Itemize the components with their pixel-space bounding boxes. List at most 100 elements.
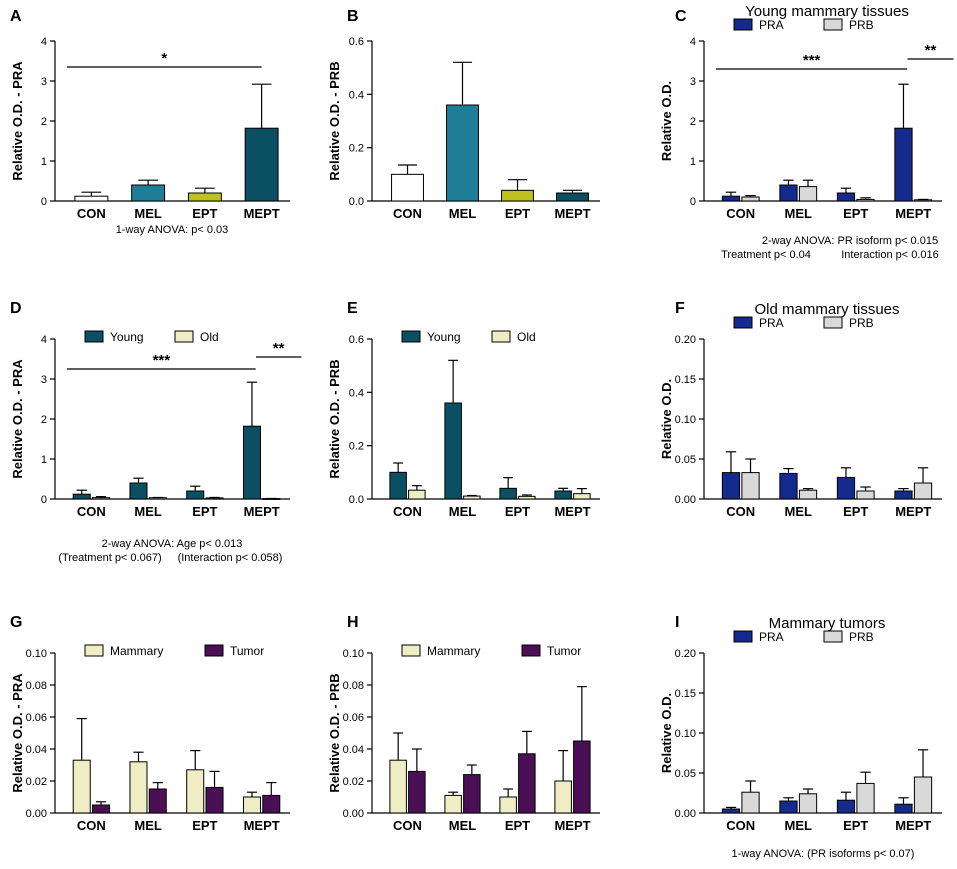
- bar: [463, 774, 481, 814]
- y-tick-label: 3: [41, 374, 47, 386]
- legend-swatch: [204, 644, 224, 657]
- y-tick-label: 4: [41, 334, 47, 346]
- y-tick-label: 0.0: [349, 196, 364, 208]
- y-tick-label: 0.08: [26, 680, 47, 692]
- legend-swatch: [401, 330, 421, 343]
- chart-panel-c: C Young mammary tissues Relative O.D. 0 1 2 3 4…: [659, 3, 954, 261]
- y-tick-label: 0.20: [675, 648, 696, 660]
- bar: [836, 799, 856, 814]
- x-category-label: EPT: [505, 504, 530, 519]
- x-category-label: EPT: [192, 206, 217, 221]
- y-tick-label: 0.00: [26, 808, 47, 820]
- bar: [242, 796, 261, 814]
- bar: [408, 770, 426, 814]
- y-tick-label: 0.10: [26, 648, 47, 660]
- bar: [446, 104, 479, 202]
- legend-swatch: [733, 18, 753, 31]
- bar: [92, 497, 111, 500]
- legend-swatch: [84, 644, 104, 657]
- bar: [913, 199, 933, 202]
- bar: [499, 487, 517, 500]
- bar: [74, 195, 109, 202]
- legend-label: PRB: [849, 630, 874, 644]
- bar: [389, 759, 407, 814]
- y-tick-label: 0.00: [343, 808, 364, 820]
- y-tick-label: 3: [41, 76, 47, 88]
- chart-panel-a: A Relative O.D. - PRA 0 1 2 3 4 CON MEL EPT MEPT * 1…: [10, 8, 290, 236]
- legend-label: Mammary: [110, 644, 163, 658]
- x-category-label: MEPT: [554, 206, 590, 221]
- significance-marker: ***: [153, 352, 171, 369]
- y-tick-label: 0.4: [349, 89, 364, 101]
- x-category-label: MEL: [134, 818, 162, 833]
- bar: [518, 753, 536, 814]
- y-tick-label: 2: [41, 414, 47, 426]
- legend-label: Mammary: [427, 644, 480, 658]
- legend-swatch: [823, 630, 843, 643]
- chart-title: Young mammary tissues: [745, 3, 909, 20]
- y-tick-label: 0.20: [675, 334, 696, 346]
- y-tick-label: 0: [41, 196, 47, 208]
- bar: [913, 482, 933, 500]
- x-category-label: CON: [393, 504, 422, 519]
- bar: [129, 761, 148, 814]
- bar: [798, 793, 818, 814]
- y-tick-label: 0.04: [26, 744, 47, 756]
- x-category-label: EPT: [843, 206, 868, 221]
- chart-panel-e: E Relative O.D. - PRB 0.0 0.2 0.4 0.6 CON MEL EP…: [327, 300, 600, 519]
- chart-panel-b: B Relative O.D. - PRB 0.0 0.2 0.4 0.6 CON MEL EP…: [327, 8, 600, 221]
- y-tick-label: 4: [690, 36, 696, 48]
- significance-marker: **: [273, 340, 285, 357]
- panel-letter: G: [10, 614, 22, 631]
- legend-swatch: [823, 316, 843, 329]
- y-tick-label: 0.06: [26, 712, 47, 724]
- bar: [554, 780, 572, 814]
- significance-marker: *: [161, 50, 167, 67]
- y-tick-label: 0.05: [675, 454, 696, 466]
- y-axis-label: Relative O.D. - PRB: [327, 673, 342, 792]
- panel-letter: H: [347, 614, 359, 631]
- bar: [779, 800, 798, 814]
- y-axis-label: Relative O.D. - PRB: [327, 359, 342, 478]
- y-tick-label: 0.06: [343, 712, 364, 724]
- bar: [856, 782, 875, 814]
- legend-swatch: [491, 330, 511, 343]
- y-tick-label: 0.2: [349, 441, 364, 453]
- legend-swatch: [174, 330, 194, 343]
- legend: PRA PRB: [733, 18, 874, 32]
- legend-swatch: [733, 630, 753, 643]
- bar: [554, 490, 572, 500]
- x-category-label: MEPT: [895, 206, 931, 221]
- bar: [262, 794, 281, 814]
- bar: [779, 472, 798, 500]
- bar: [721, 808, 741, 814]
- x-category-label: MEL: [134, 206, 162, 221]
- x-category-label: MEPT: [244, 504, 280, 519]
- y-tick-label: 0.02: [26, 776, 47, 788]
- bar: [836, 476, 856, 500]
- y-tick-label: 4: [41, 36, 47, 48]
- x-category-label: EPT: [192, 504, 217, 519]
- bar: [129, 482, 148, 500]
- x-category-label: CON: [393, 818, 422, 833]
- panel-letter: I: [675, 614, 679, 631]
- y-tick-label: 0.4: [349, 387, 364, 399]
- x-category-label: CON: [726, 206, 755, 221]
- x-category-label: CON: [77, 206, 106, 221]
- statistics-note: Treatment p< 0.04: [721, 249, 811, 261]
- y-tick-label: 0.2: [349, 143, 364, 155]
- bar: [499, 796, 517, 814]
- y-tick-label: 3: [690, 76, 696, 88]
- x-category-label: MEL: [134, 504, 162, 519]
- y-axis-label: Relative O.D. - PRA: [10, 673, 25, 793]
- y-tick-label: 1: [41, 156, 47, 168]
- y-axis-label: Relative O.D.: [659, 81, 674, 161]
- chart-title: Old mammary tissues: [754, 301, 899, 318]
- y-tick-label: 0.10: [675, 728, 696, 740]
- x-category-label: MEL: [785, 206, 813, 221]
- x-category-label: MEL: [785, 818, 813, 833]
- bar: [186, 769, 205, 814]
- y-tick-label: 0.08: [343, 680, 364, 692]
- statistics-note: 1-way ANOVA: (PR isoforms p< 0.07): [732, 848, 915, 860]
- bar: [894, 127, 913, 202]
